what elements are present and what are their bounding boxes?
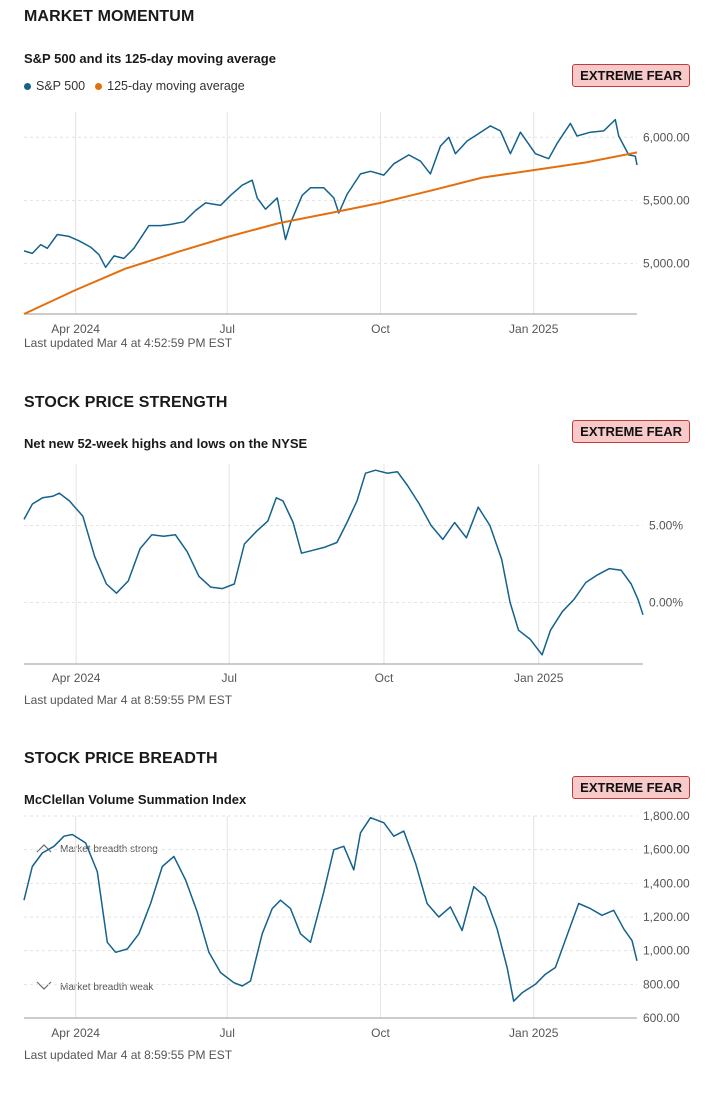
series-line [23, 151, 638, 315]
series-line [23, 118, 638, 269]
legend-dot-icon [24, 82, 31, 90]
legend-item-moving-average: 125-day moving average [95, 79, 245, 93]
y-tick-label: 5,000.00 [643, 257, 690, 271]
last-updated: Last updated Mar 4 at 4:52:59 PM EST [24, 336, 233, 350]
y-tick-label: 1,200.00 [643, 910, 690, 924]
breadth-weak-annotation: Market breadth weak [36, 981, 154, 993]
legend-label: S&P 500 [36, 79, 86, 93]
chevron-down-icon [36, 981, 52, 990]
momentum-legend: S&P 500 125-day moving average [24, 79, 245, 93]
gridlines [24, 464, 643, 664]
momentum-section: MARKET MOMENTUM S&P 500 and its 125-day … [0, 8, 710, 358]
x-tick-label: Jan 2025 [509, 1026, 559, 1040]
y-tick-label: 5.00% [649, 519, 683, 533]
x-tick-label: Jul [220, 1026, 235, 1040]
status-badge: EXTREME FEAR [572, 420, 690, 443]
y-tick-label: 0.00% [649, 595, 683, 609]
x-tick-label: Apr 2024 [51, 322, 100, 336]
status-badge: EXTREME FEAR [572, 776, 690, 799]
x-tick-label: Jan 2025 [509, 322, 559, 336]
series-line [23, 469, 644, 656]
x-tick-label: Jul [222, 671, 237, 685]
momentum-subtitle: S&P 500 and its 125-day moving average [24, 51, 276, 66]
series-line [23, 816, 638, 1002]
x-tick-label: Apr 2024 [52, 671, 101, 685]
breadth-section: STOCK PRICE BREADTH McClellan Volume Sum… [0, 750, 710, 1070]
status-badge: EXTREME FEAR [572, 64, 690, 87]
legend-item-sp500: S&P 500 [24, 79, 85, 93]
y-tick-label: 1,000.00 [643, 944, 690, 958]
breadth-subtitle: McClellan Volume Summation Index [24, 792, 247, 807]
momentum-chart: 5,000.00 5,500.00 6,000.00 Apr 2024 Jul Oct Ja… [23, 112, 690, 336]
y-tick-label: 1,600.00 [643, 843, 690, 857]
breadth-title: STOCK PRICE BREADTH [24, 750, 218, 767]
y-tick-label: 6,000.00 [643, 130, 690, 144]
x-tick-label: Apr 2024 [51, 1026, 100, 1040]
breadth-chart: Market breadth strong Market breadth wea… [23, 809, 690, 1040]
gridlines [24, 112, 637, 314]
last-updated: Last updated Mar 4 at 8:59:55 PM EST [24, 1048, 233, 1062]
annotation-weak-label: Market breadth weak [60, 982, 154, 993]
x-tick-label: Jan 2025 [514, 671, 564, 685]
x-tick-label: Oct [371, 1026, 390, 1040]
y-tick-label: 5,500.00 [643, 193, 690, 207]
y-tick-label: 800.00 [643, 977, 680, 991]
legend-dot-icon [95, 82, 103, 90]
legend-label: 125-day moving average [107, 79, 245, 93]
strength-chart: 0.00% 5.00% Apr 2024 Jul Oct Jan 2025 [23, 464, 683, 685]
y-tick-label: 1,400.00 [643, 876, 690, 890]
x-tick-label: Jul [220, 322, 235, 336]
last-updated: Last updated Mar 4 at 8:59:55 PM EST [24, 693, 233, 707]
x-tick-label: Oct [375, 671, 394, 685]
x-tick-label: Oct [371, 322, 390, 336]
y-tick-label: 600.00 [643, 1011, 680, 1025]
momentum-title: MARKET MOMENTUM [24, 8, 195, 25]
strength-title: STOCK PRICE STRENGTH [24, 394, 228, 411]
y-tick-label: 1,800.00 [643, 809, 690, 823]
strength-section: STOCK PRICE STRENGTH Net new 52-week hig… [0, 394, 710, 724]
strength-subtitle: Net new 52-week highs and lows on the NY… [24, 436, 308, 451]
